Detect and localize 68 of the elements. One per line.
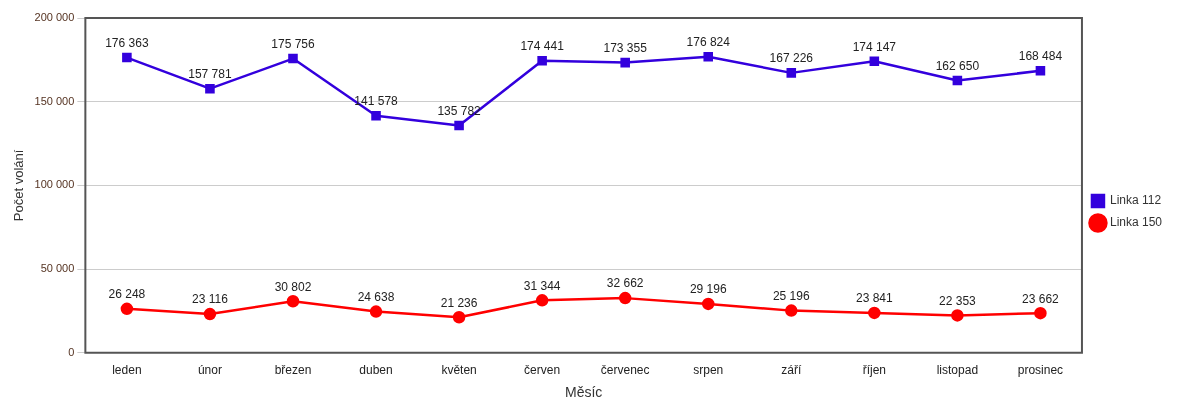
point (869, 56, 880, 67)
point (286, 294, 300, 308)
data-label: 29 196 (689, 282, 727, 297)
data-label: 176 363 (105, 35, 149, 50)
data-label: 176 824 (686, 35, 731, 50)
point (618, 291, 632, 305)
data-label: 31 344 (523, 278, 561, 293)
x-tick-label: květen (441, 363, 477, 378)
point (785, 304, 798, 317)
point (868, 306, 881, 320)
y-tick-label: 50 000 (40, 262, 75, 275)
data-label: 157 781 (188, 66, 232, 81)
point (1034, 306, 1047, 320)
point (371, 111, 381, 121)
x-tick-label: leden (112, 363, 142, 378)
point (537, 56, 547, 66)
data-label: 175 756 (271, 36, 315, 51)
point (620, 57, 630, 68)
data-label: 23 116 (192, 292, 229, 307)
y-tick-label: 200 000 (34, 11, 75, 24)
point (122, 52, 132, 63)
data-label: 174 441 (520, 39, 565, 54)
data-label: 168 484 (1018, 49, 1063, 64)
x-tick-label: prosinec (1017, 363, 1064, 378)
data-label: 30 802 (274, 279, 312, 294)
x-tick-label: březen (274, 363, 312, 378)
data-label: 25 196 (772, 288, 810, 303)
point (951, 309, 964, 322)
point (454, 120, 464, 131)
legend-label: Linka 112 (1109, 193, 1162, 208)
x-axis-title: Měsíc (564, 384, 603, 401)
data-label: 26 248 (108, 287, 146, 302)
point (205, 83, 215, 94)
point (701, 297, 715, 311)
data-label: 173 355 (603, 40, 648, 55)
data-label: 174 147 (852, 39, 897, 54)
data-label: 22 353 (939, 293, 977, 308)
data-label: 167 226 (769, 51, 814, 66)
data-label: 23 662 (1022, 291, 1060, 306)
legend-label: Linka 150 (1109, 215, 1163, 230)
point (703, 52, 714, 62)
x-tick-label: říjen (862, 363, 887, 378)
data-label: 23 841 (855, 291, 894, 306)
y-tick-label: 100 000 (34, 178, 75, 191)
point (369, 305, 383, 318)
point (535, 294, 549, 307)
point (288, 53, 298, 64)
x-tick-label: srpen (693, 363, 724, 378)
point (120, 302, 134, 316)
point (452, 311, 466, 324)
point (1035, 65, 1046, 76)
point (203, 307, 217, 321)
data-label: 32 662 (606, 276, 644, 291)
data-label: 141 578 (354, 94, 399, 109)
data-label: 21 236 (440, 295, 478, 310)
x-tick-label: červenec (600, 363, 650, 378)
point (786, 68, 797, 78)
data-label: 24 638 (357, 289, 395, 304)
x-tick-label: duben (359, 363, 393, 378)
x-tick-label: listopad (936, 363, 979, 378)
data-label: 162 650 (935, 58, 980, 73)
x-tick-label: září (781, 363, 802, 378)
y-axis-title: Počet volání (11, 149, 27, 222)
x-tick-label: červen (524, 363, 561, 378)
y-tick-label: 0 (68, 345, 75, 358)
x-tick-label: únor (197, 363, 222, 378)
point (952, 75, 963, 86)
y-tick-label: 150 000 (34, 94, 75, 107)
